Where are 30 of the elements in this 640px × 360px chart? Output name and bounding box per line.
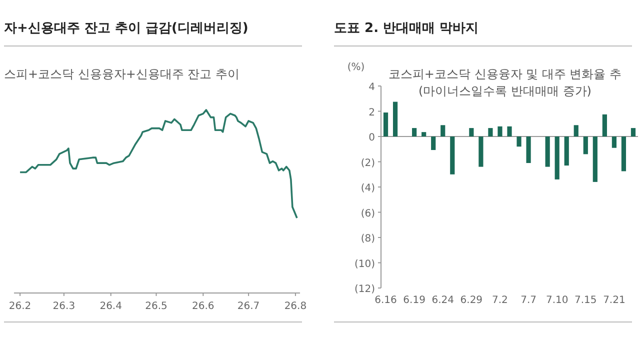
- y-tick-label: (12): [354, 284, 376, 295]
- y-tick-label: (4): [360, 183, 376, 194]
- y-tick-label: 0: [368, 132, 375, 144]
- y-axis-title: (%): [347, 62, 365, 73]
- y-tick-label: (10): [354, 258, 376, 270]
- y-tick-label: 2: [368, 107, 375, 118]
- y-tick-label: 4: [368, 82, 375, 93]
- chart-subtitle: 코스피+코스닥 신용융자 및 대주 변화율 추 (마이너스일수록 반대매매 증가): [388, 67, 622, 98]
- chart-title: 도표 2. 반대매매 막바지: [334, 21, 479, 36]
- x-tick-label: 7.21: [603, 295, 626, 306]
- x-tick-label: 6.24: [432, 295, 454, 306]
- x-tick-label: 26.3: [52, 301, 76, 312]
- x-tick-label: 6.19: [403, 295, 426, 306]
- chart-title: 자+신용대주 잔고 추이 급감(디레버리징): [4, 21, 248, 36]
- chart-subtitle: 스피+코스닥 신용융자+신용대주 잔고 추이: [4, 67, 240, 81]
- x-tick-label: 26.8: [284, 301, 307, 312]
- y-tick-label: (2): [360, 158, 376, 169]
- x-tick-label: 7.7: [520, 295, 536, 306]
- x-tick-label: 26.2: [8, 301, 32, 312]
- x-tick-label: 7.15: [574, 295, 597, 306]
- x-tick-label: 26.5: [145, 301, 168, 312]
- x-tick-label: 7.10: [546, 295, 568, 306]
- x-tick-label: 26.4: [100, 301, 122, 312]
- y-tick-label: (6): [360, 208, 376, 220]
- x-tick-label: 26.6: [192, 301, 214, 312]
- y-tick-label: (8): [360, 234, 376, 244]
- x-tick-label: 7.2: [492, 295, 508, 306]
- x-tick-label: 6.16: [374, 295, 397, 306]
- x-tick-label: 26.7: [237, 301, 260, 312]
- x-tick-label: 6.29: [460, 295, 483, 306]
